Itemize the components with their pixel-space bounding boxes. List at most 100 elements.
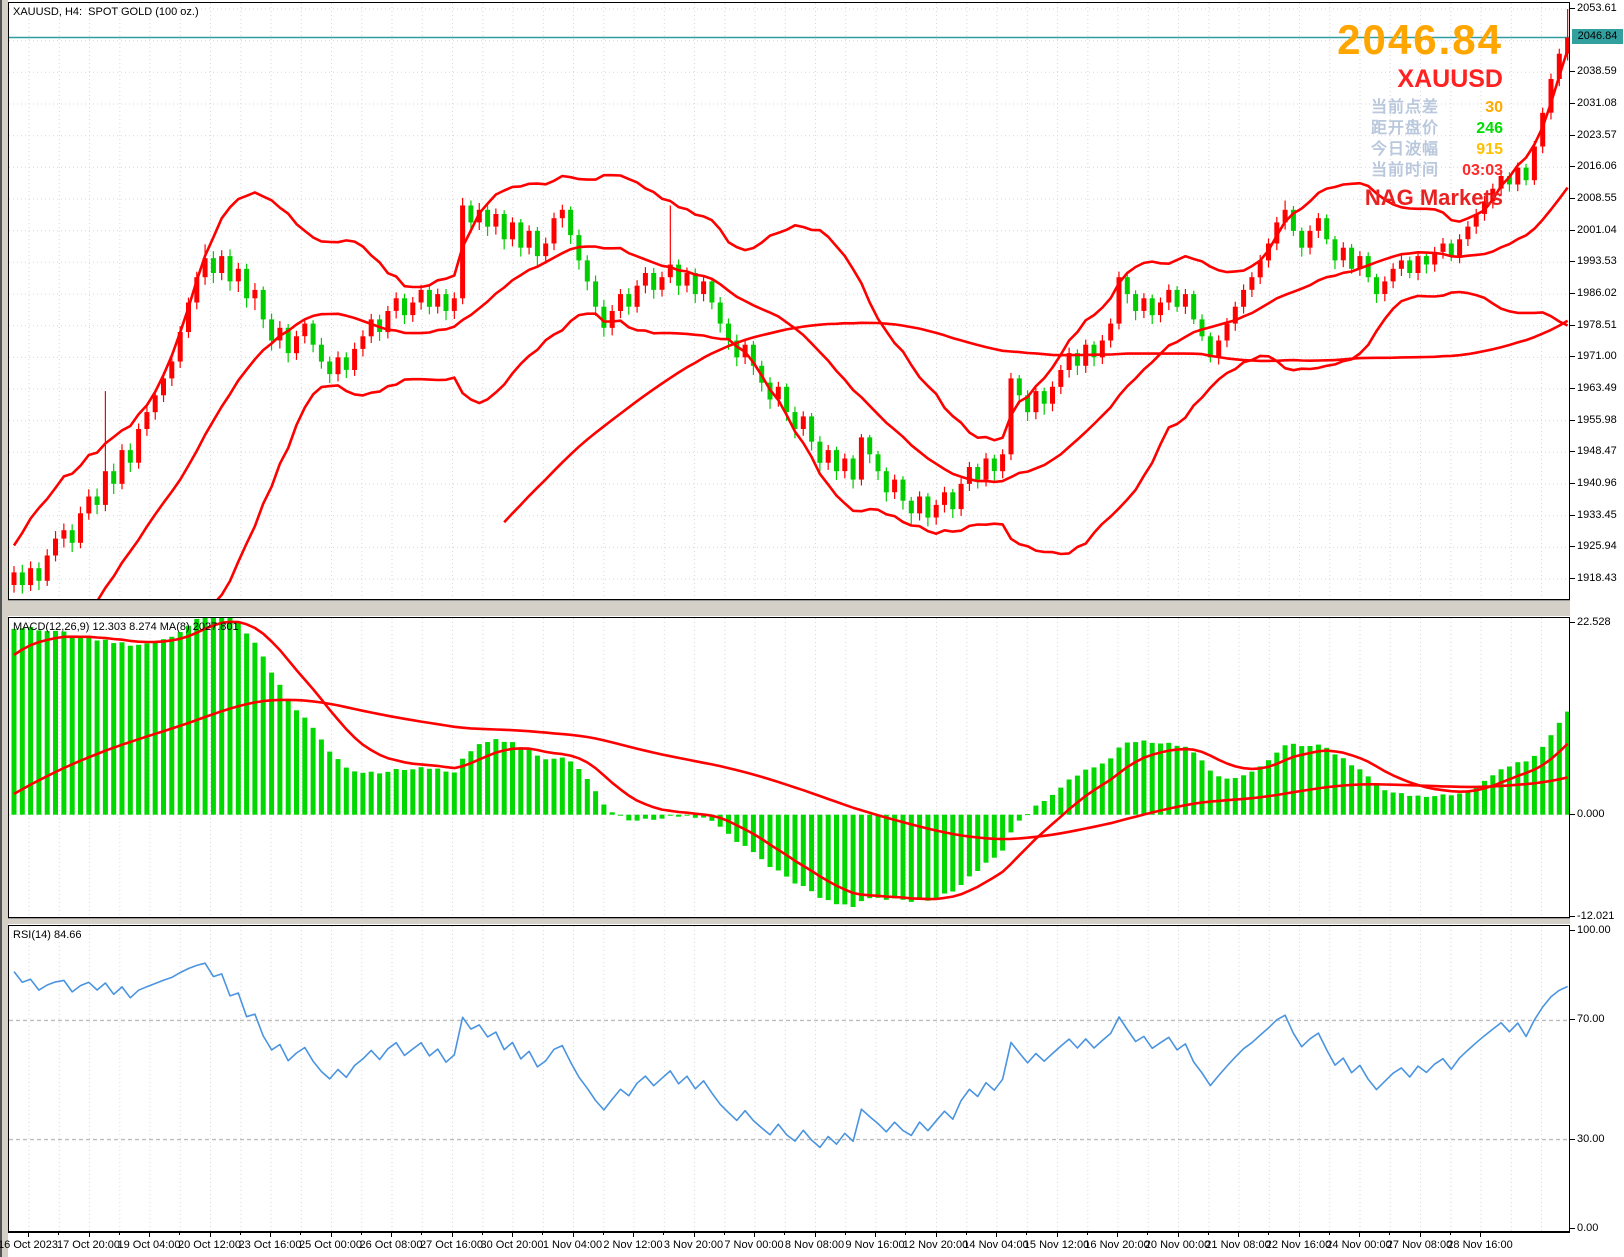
quote-info-label: 今日波幅	[1370, 141, 1439, 158]
time-minor-tick-mark	[1268, 1233, 1270, 1235]
time-minor-tick-mark	[179, 1233, 181, 1235]
time-tick-mark	[1480, 1233, 1481, 1237]
price-tick-label: 2023.57	[1577, 129, 1617, 141]
time-minor-tick-mark	[481, 1233, 483, 1235]
axis-tick-mark	[1570, 578, 1575, 579]
time-tick-label: 24 Nov 00:00	[1326, 1239, 1392, 1251]
time-axis[interactable]: 16 Oct 2023 17 Oct 20:00 19 Oct 04:00 20 Oc…	[0, 1232, 1570, 1257]
time-tick-label: 17 Oct 20:00	[57, 1239, 120, 1251]
axis-tick-mark	[1570, 356, 1575, 357]
time-minor-tick-mark	[1026, 1233, 1028, 1235]
time-tick-label: 15 Nov 12:00	[1023, 1239, 1090, 1251]
price-tick-label: 1963.49	[1577, 382, 1617, 394]
time-tick-label: 2 Nov 12:00	[603, 1239, 663, 1251]
rsi-indicator-panel[interactable]: RSI(14) 84.66	[8, 925, 1570, 1232]
big-price-display: 2046.84	[1337, 16, 1503, 63]
axis-tick-mark	[1570, 1139, 1575, 1140]
panel-splitter-rsi[interactable]	[8, 918, 1570, 925]
quote-info-value: 30	[1485, 99, 1503, 116]
rsi-label: RSI(14) 84.66	[13, 929, 82, 941]
quote-info-label: 当前点差	[1370, 99, 1439, 116]
macd-indicator-panel[interactable]: MACD(12,26,9) 12.303 8.274 MA(8) 2027.80…	[8, 617, 1570, 918]
time-minor-tick-mark	[905, 1233, 907, 1235]
time-tick-label: 16 Nov 20:00	[1084, 1239, 1150, 1251]
price-axis[interactable]: 2053.61 2038.59 2031.08 2023.57 2016.06 2008.…	[1570, 0, 1624, 1257]
time-tick-mark	[1359, 1233, 1360, 1237]
time-tick-mark	[28, 1233, 29, 1237]
time-tick-mark	[451, 1233, 453, 1237]
time-tick-label: 19 Oct 04:00	[117, 1239, 181, 1251]
axis-tick-mark	[1570, 1019, 1575, 1020]
time-minor-tick-mark	[663, 1233, 665, 1235]
time-tick-mark	[633, 1233, 634, 1237]
time-minor-tick-mark	[784, 1233, 786, 1235]
time-tick-label: 30 Oct 20:00	[480, 1239, 544, 1251]
axis-tick-mark	[1570, 515, 1575, 516]
time-tick-mark	[391, 1233, 392, 1237]
time-tick-mark	[209, 1233, 211, 1237]
macd-tick-label: 0.000	[1577, 808, 1605, 820]
time-minor-tick-mark	[1207, 1233, 1209, 1235]
axis-tick-mark	[1570, 135, 1575, 136]
price-tick-label: 1993.53	[1577, 255, 1617, 267]
symbol-label: XAUUSD	[1397, 65, 1503, 93]
time-tick-mark	[935, 1233, 937, 1237]
time-tick-mark	[996, 1233, 997, 1237]
current-price-box: 2046.84	[1572, 29, 1623, 44]
time-minor-tick-mark	[1449, 1233, 1451, 1235]
axis-tick-mark	[1570, 622, 1575, 623]
axis-tick-mark	[1570, 293, 1575, 294]
price-tick-label: 2038.59	[1577, 65, 1617, 77]
macd-canvas[interactable]	[9, 618, 1570, 918]
quote-info-value: 915	[1476, 141, 1503, 158]
time-tick-label: 20 Nov 00:00	[1144, 1239, 1211, 1251]
time-tick-mark	[1177, 1233, 1179, 1237]
time-tick-mark	[814, 1233, 816, 1237]
time-tick-mark	[754, 1233, 755, 1237]
time-tick-label: 12 Nov 20:00	[902, 1239, 969, 1251]
time-tick-mark	[1117, 1233, 1118, 1237]
time-minor-tick-mark	[1086, 1233, 1088, 1235]
quote-info-value: 03:03	[1462, 162, 1503, 179]
time-tick-label: 25 Oct 00:00	[299, 1239, 362, 1251]
time-tick-label: 8 Nov 08:00	[784, 1239, 845, 1251]
time-minor-tick-mark	[118, 1233, 120, 1235]
rsi-canvas[interactable]	[9, 926, 1570, 1232]
chart-title: XAUUSD, H4: SPOT GOLD (100 oz.)	[13, 6, 199, 18]
time-minor-tick-mark	[1147, 1233, 1149, 1235]
quote-overlay: 2046.84 XAUUSD 当前点差 30 距开盘价 246 今日波幅 915 当前时间 0…	[1083, 3, 1503, 211]
rsi-tick-label: 30.00	[1577, 1133, 1605, 1145]
time-minor-tick-mark	[542, 1233, 544, 1235]
axis-tick-mark	[1570, 930, 1575, 931]
time-tick-label: 14 Nov 04:00	[963, 1239, 1029, 1251]
price-tick-label: 2053.61	[1577, 2, 1617, 14]
price-tick-label: 1948.47	[1577, 445, 1617, 457]
price-tick-label: 1940.96	[1577, 477, 1617, 489]
time-tick-mark	[1298, 1233, 1300, 1237]
price-tick-label: 1978.51	[1577, 319, 1617, 331]
time-tick-mark	[1056, 1233, 1058, 1237]
time-minor-tick-mark	[300, 1233, 302, 1235]
time-minor-tick-mark	[723, 1233, 725, 1235]
price-tick-label: 2008.55	[1577, 192, 1617, 204]
price-chart-panel[interactable]: 2046.84 XAUUSD 当前点差 30 距开盘价 246 今日波幅 915 当前时间 0…	[8, 2, 1570, 600]
quote-info-value: 246	[1476, 120, 1503, 137]
time-tick-label: 23 Oct 16:00	[238, 1239, 302, 1251]
panel-splitter-macd[interactable]	[8, 600, 1570, 617]
time-tick-mark	[270, 1233, 271, 1237]
time-tick-mark	[875, 1233, 876, 1237]
axis-tick-mark	[1570, 8, 1575, 9]
price-tick-label: 2016.06	[1577, 160, 1617, 172]
macd-tick-label: -12.021	[1577, 910, 1615, 922]
macd-tick-label: 22.528	[1577, 616, 1611, 628]
axis-tick-mark	[1570, 420, 1575, 421]
macd-label: MACD(12,26,9) 12.303 8.274 MA(8) 2027.80…	[13, 621, 239, 633]
time-tick-mark	[693, 1233, 695, 1237]
price-tick-label: 1971.00	[1577, 350, 1617, 362]
price-tick-label: 2031.08	[1577, 97, 1617, 109]
price-chart-canvas[interactable]	[9, 3, 1570, 600]
time-minor-tick-mark	[360, 1233, 362, 1235]
axis-tick-mark	[1570, 325, 1575, 326]
time-tick-mark	[572, 1233, 574, 1237]
